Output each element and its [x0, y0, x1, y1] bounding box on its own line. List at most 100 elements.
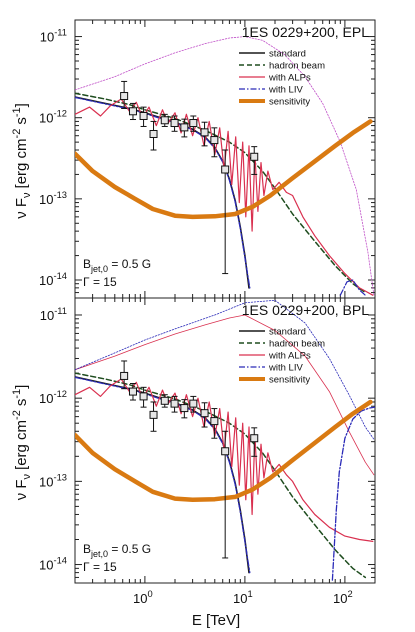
data-point: [149, 410, 158, 419]
series-group: [75, 299, 375, 581]
legend-label: hadron beam: [269, 61, 325, 72]
y-axis-label: ν Fν [erg cm-2 s-1]: [11, 103, 33, 219]
annotation-b-field: Bjet,0 = 0.5 G: [83, 257, 151, 274]
series-line-hadron-beam: [75, 92, 367, 294]
legend-label: standard: [269, 49, 306, 60]
tick-base: 10: [39, 474, 53, 489]
plot-frame: [74, 297, 376, 584]
y-label-part: ν: [21, 473, 33, 479]
data-point: [250, 434, 259, 443]
y-tick-label: 10-11: [40, 28, 67, 45]
y-label-part: [erg cm: [13, 420, 30, 470]
tick-exponent: -11: [54, 28, 67, 38]
tick-exponent: -12: [53, 389, 67, 399]
tick-exponent: 2: [348, 589, 353, 599]
data-point: [128, 387, 137, 396]
series-line-hadron-beam: [75, 372, 367, 579]
y-axis-label: ν Fν [erg cm-2 s-1]: [11, 385, 33, 501]
legend-label: with LIV: [268, 363, 303, 374]
tick-exponent: -14: [53, 271, 67, 281]
legend-label: with ALPs: [268, 351, 311, 362]
annotation-b-field: Bjet,0 = 0.5 G: [83, 542, 151, 559]
b-symbol: B: [83, 257, 91, 271]
y-tick-label: 10-14: [39, 271, 67, 288]
tick-base: 10: [39, 558, 53, 573]
data-point: [120, 92, 129, 101]
data-point: [180, 404, 189, 413]
tick-exponent: -14: [53, 556, 67, 566]
tick-base: 10: [133, 591, 147, 606]
x-axis-label: E [TeV]: [192, 612, 240, 629]
y-label-part: -1: [11, 107, 23, 117]
b-subscript: jet,0: [90, 264, 108, 274]
y-label-part: -2: [11, 410, 23, 420]
x-tick-label: 100: [133, 589, 153, 606]
x-tick-label: 101: [233, 589, 253, 606]
data-point: [200, 409, 209, 418]
data-point: [189, 399, 198, 408]
b-subscript: jet,0: [90, 549, 108, 559]
b-value: = 0.5 G: [108, 257, 151, 271]
y-label-part: ]: [13, 385, 30, 389]
data-point: [180, 123, 189, 132]
tick-exponent: -12: [53, 109, 67, 119]
annotation-gamma: Γ = 15: [83, 275, 117, 289]
data-point: [160, 396, 169, 405]
x-tick-label: 102: [333, 589, 353, 606]
chart-title: 1ES 0229+200, EPL: [242, 24, 369, 40]
tick-base: 10: [39, 273, 53, 288]
legend-label: hadron beam: [269, 339, 325, 350]
data-point: [200, 128, 209, 137]
data-point: [189, 119, 198, 128]
y-tick-label: 10-13: [39, 472, 67, 489]
y-label-part: ]: [13, 103, 30, 107]
tick-exponent: 1: [248, 589, 253, 599]
tick-base: 10: [333, 591, 347, 606]
y-label-part: s: [13, 399, 30, 407]
y-label-part: s: [13, 117, 30, 125]
tick-base: 10: [39, 391, 53, 406]
y-tick-label: 10-13: [39, 190, 67, 207]
b-symbol: B: [83, 542, 91, 556]
y-tick-label: 10-11: [40, 306, 67, 323]
y-label-part: -2: [11, 129, 23, 139]
chart-title: 1ES 0229+200, BPL: [242, 302, 369, 318]
data-point: [170, 119, 179, 128]
data-point: [160, 116, 169, 125]
tick-base: 10: [40, 30, 54, 45]
legend-label: sensitivity: [269, 375, 310, 386]
legend-label: with LIV: [268, 85, 303, 96]
b-value: = 0.5 G: [108, 542, 151, 556]
y-label-part: ν F: [13, 479, 30, 500]
data-point: [149, 129, 158, 138]
series-line-alp-upper-envelope: [75, 36, 375, 296]
y-label-part: ν: [21, 192, 33, 198]
y-tick-label: 10-14: [39, 556, 67, 573]
y-tick-label: 10-12: [39, 109, 67, 126]
tick-exponent: -13: [53, 190, 67, 200]
data-point: [221, 447, 230, 456]
y-label-part: -1: [11, 389, 23, 399]
data-point: [120, 371, 129, 380]
legend-label: standard: [269, 327, 306, 338]
y-label-part: ν F: [13, 198, 30, 219]
series-line-liv-recovery: [339, 279, 366, 296]
tick-base: 10: [233, 591, 247, 606]
legend-label: sensitivity: [269, 97, 310, 108]
tick-exponent: -13: [53, 472, 67, 482]
data-point: [128, 107, 137, 116]
data-point: [170, 399, 179, 408]
tick-base: 10: [40, 308, 54, 323]
tick-exponent: -11: [54, 306, 67, 316]
data-point: [210, 417, 219, 426]
y-label-part: [erg cm: [13, 138, 30, 188]
tick-exponent: 0: [148, 589, 153, 599]
data-point: [221, 165, 230, 174]
annotation-gamma: Γ = 15: [83, 560, 117, 574]
tick-base: 10: [39, 111, 53, 126]
series-group: [75, 36, 375, 296]
data-point: [250, 152, 259, 161]
series-line-liv-upper-envelope: [75, 299, 375, 440]
tick-base: 10: [39, 192, 53, 207]
